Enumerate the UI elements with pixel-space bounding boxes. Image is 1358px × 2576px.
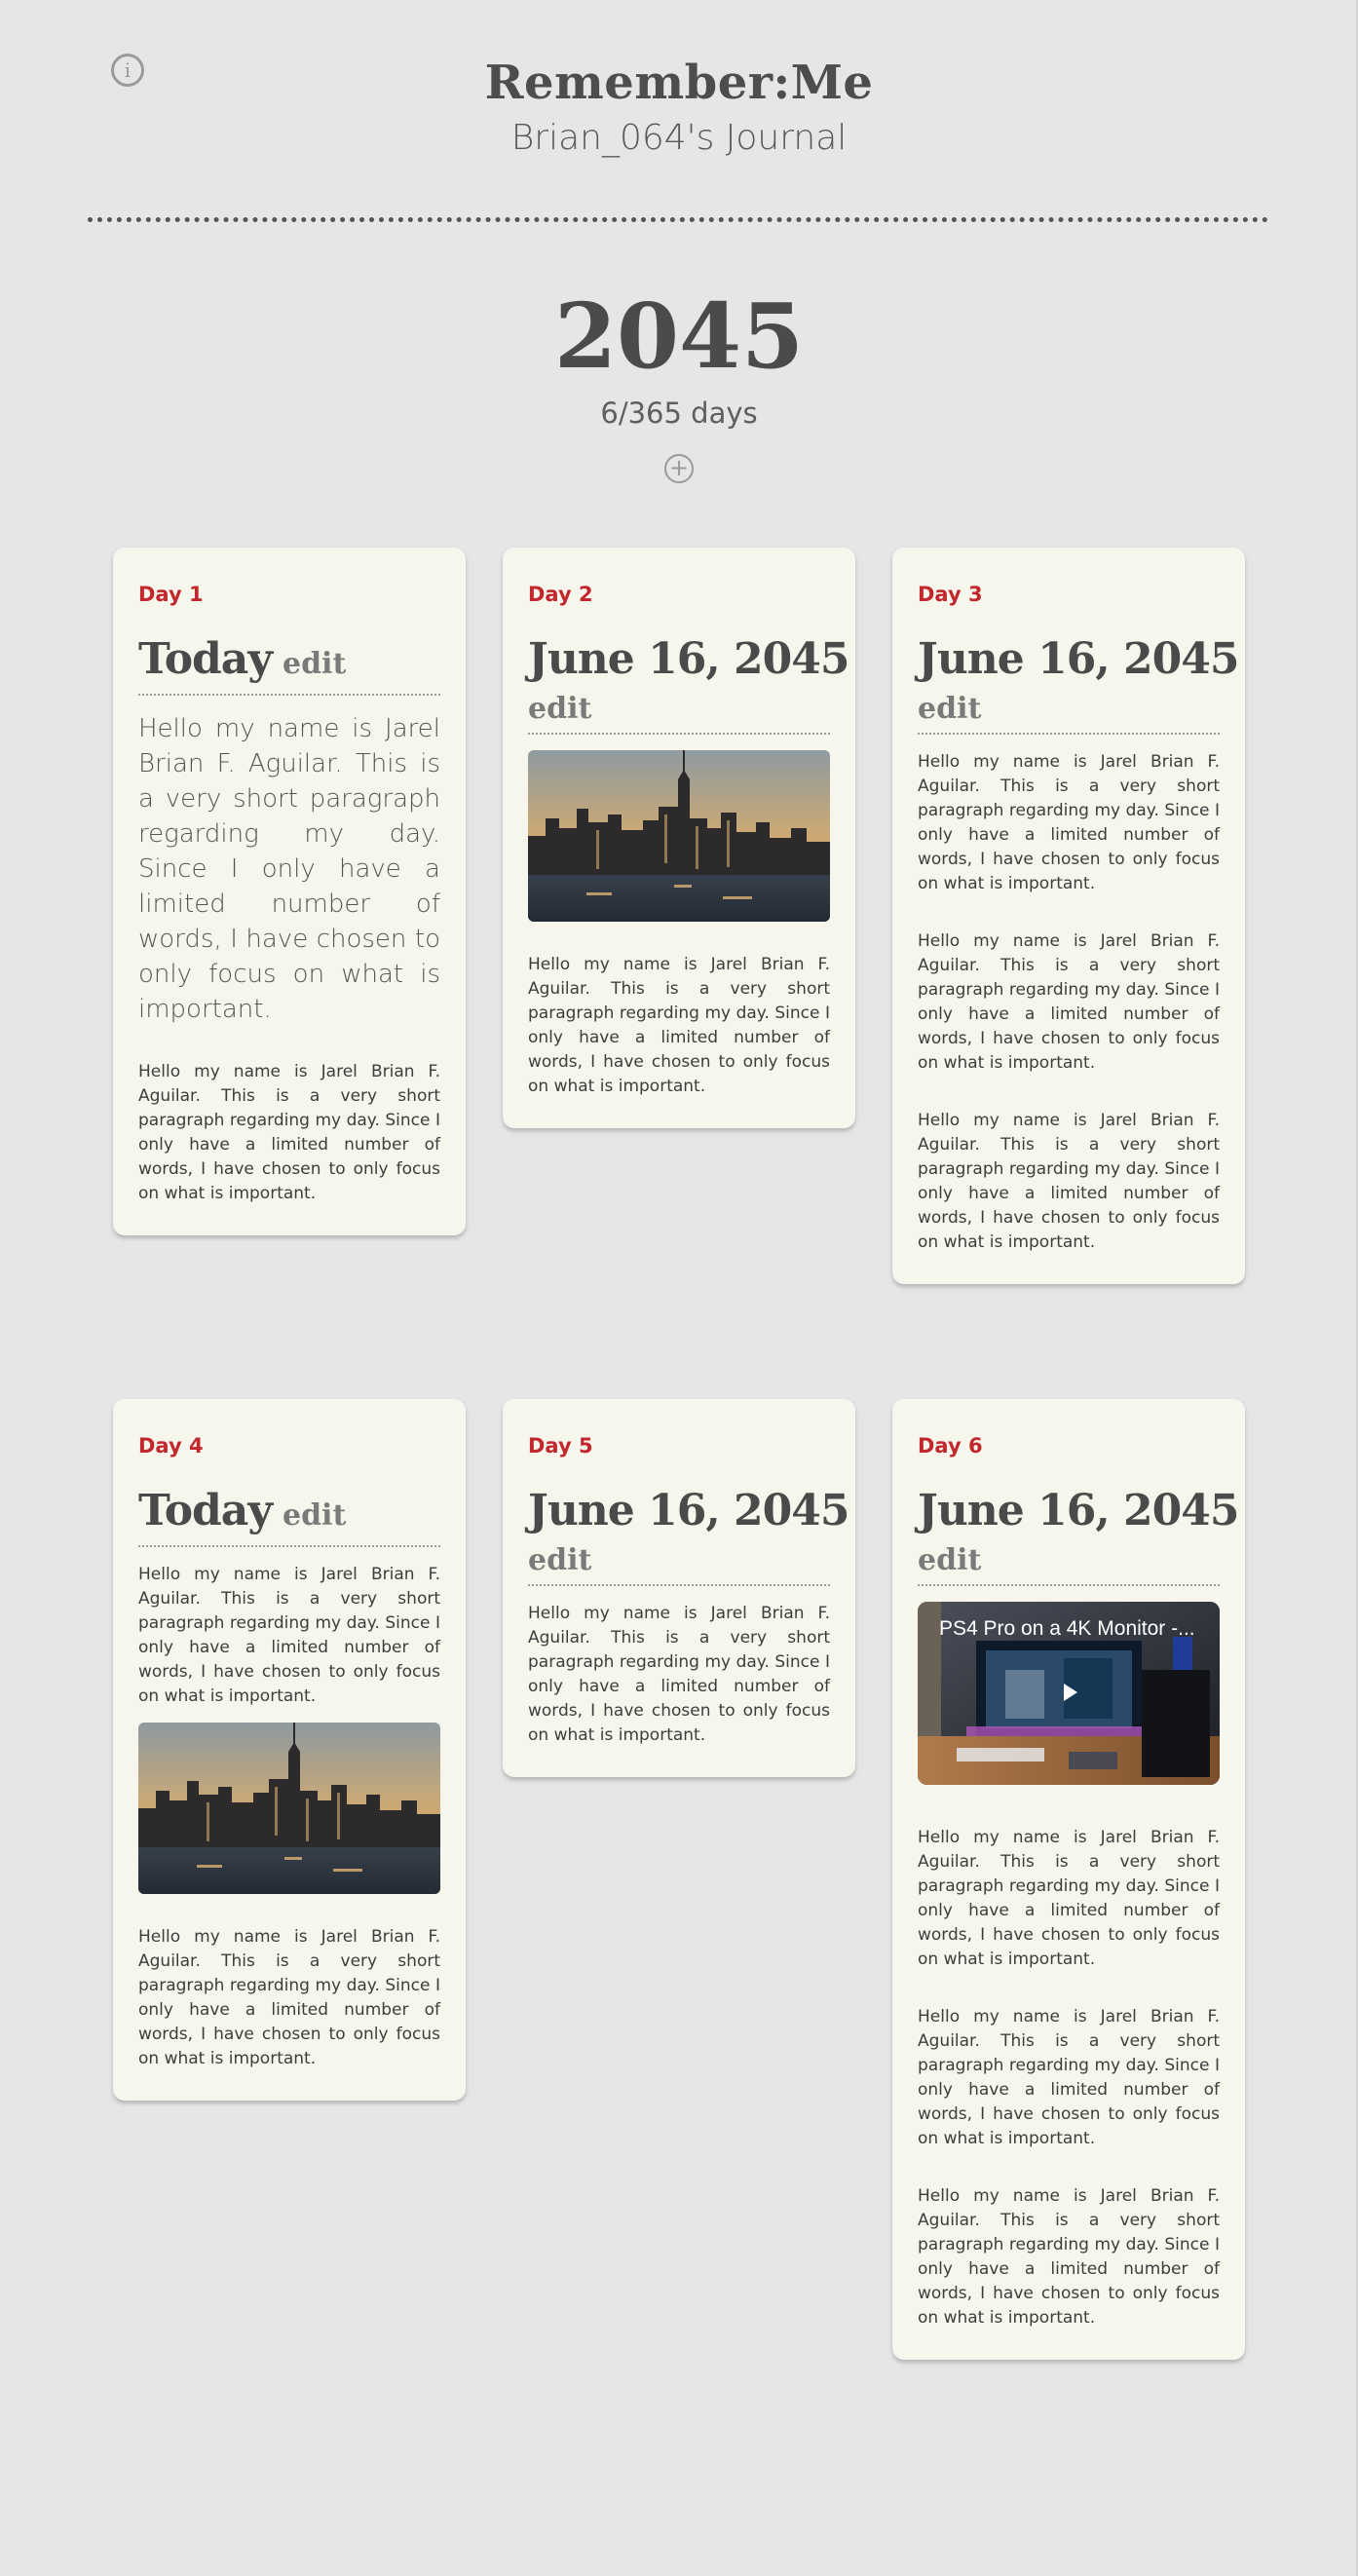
entry-paragraph: Hello my name is Jarel Brian F. Aguilar.… [528,1604,830,1745]
journal-card: Day 5 June 16, 2045 edit Hello my name i… [503,1399,855,1777]
day-label: Day 3 [918,583,983,606]
day-label: Day 4 [138,1434,204,1458]
entry-paragraph: Hello my name is Jarel Brian F. Aguilar.… [918,931,1220,1073]
journal-subtitle: Brian_064's Journal [510,118,848,158]
journal-card: Day 3 June 16, 2045 edit Hello my name i… [892,548,1245,1284]
year-block: 2045 6/365 days [0,283,1358,435]
card-title-row: June 16, 2045 edit [528,629,849,735]
year-heading: 2045 [553,284,805,389]
video-embed[interactable]: PS4 Pro on a 4K Monitor -... [918,1602,1220,1785]
card-title: June 16, 2045 [528,1486,849,1535]
page-edge [1356,0,1358,2576]
days-progress: 6/365 days [600,397,758,430]
edit-link[interactable]: edit [528,1543,592,1577]
journal-card: Day 1 Today edit Hello my name is Jarel … [113,548,466,1235]
edit-link[interactable]: edit [282,1498,347,1533]
add-entry-icon[interactable]: + [664,454,694,483]
card-title: June 16, 2045 [918,634,1239,684]
day-label: Day 6 [918,1434,983,1458]
play-icon[interactable] [1064,1684,1077,1701]
entry-paragraph: Hello my name is Jarel Brian F. Aguilar.… [918,1111,1220,1252]
app-title: Remember:Me [484,56,874,110]
card-title-row: June 16, 2045 edit [918,629,1239,735]
card-title: June 16, 2045 [528,634,849,684]
entry-lead-paragraph: Hello my name is Jarel Brian F. Aguilar.… [138,714,440,1024]
journal-card: Day 6 June 16, 2045 edit PS4 Pro on a 4K… [892,1399,1245,2360]
entry-paragraph: Hello my name is Jarel Brian F. Aguilar.… [918,2186,1220,2328]
entry-paragraph: Hello my name is Jarel Brian F. Aguilar.… [138,1062,440,1203]
card-title: Today [138,1486,273,1535]
info-icon[interactable]: i [111,54,144,87]
card-title-row: Today edit [138,629,440,696]
entry-paragraph: Hello my name is Jarel Brian F. Aguilar.… [918,2007,1220,2148]
entry-paragraph: Hello my name is Jarel Brian F. Aguilar.… [918,1828,1220,1969]
header-divider [88,217,1268,222]
day-label: Day 1 [138,583,204,606]
edit-link[interactable]: edit [282,647,347,681]
edit-link[interactable]: edit [918,692,982,726]
edit-link[interactable]: edit [918,1543,982,1577]
journal-card: Day 4 Today edit Hello my name is Jarel … [113,1399,466,2101]
card-title-row: Today edit [138,1481,440,1547]
journal-card: Day 2 June 16, 2045 edit Hello my name i… [503,548,855,1128]
day-label: Day 2 [528,583,593,606]
entry-paragraph: Hello my name is Jarel Brian F. Aguilar.… [528,955,830,1096]
city-skyline-photo [138,1723,440,1894]
card-title: June 16, 2045 [918,1486,1239,1535]
card-title-row: June 16, 2045 edit [918,1481,1239,1586]
entry-paragraph: Hello my name is Jarel Brian F. Aguilar.… [138,1927,440,2068]
video-title: PS4 Pro on a 4K Monitor -... [939,1617,1195,1640]
city-skyline-photo [528,750,830,922]
day-label: Day 5 [528,1434,593,1458]
page-header: Remember:Me Brian_064's Journal [0,49,1358,160]
entry-paragraph: Hello my name is Jarel Brian F. Aguilar.… [138,1565,440,1706]
edit-link[interactable]: edit [528,692,592,726]
card-title-row: June 16, 2045 edit [528,1481,849,1586]
entry-paragraph: Hello my name is Jarel Brian F. Aguilar.… [918,752,1220,893]
card-title: Today [138,634,273,684]
